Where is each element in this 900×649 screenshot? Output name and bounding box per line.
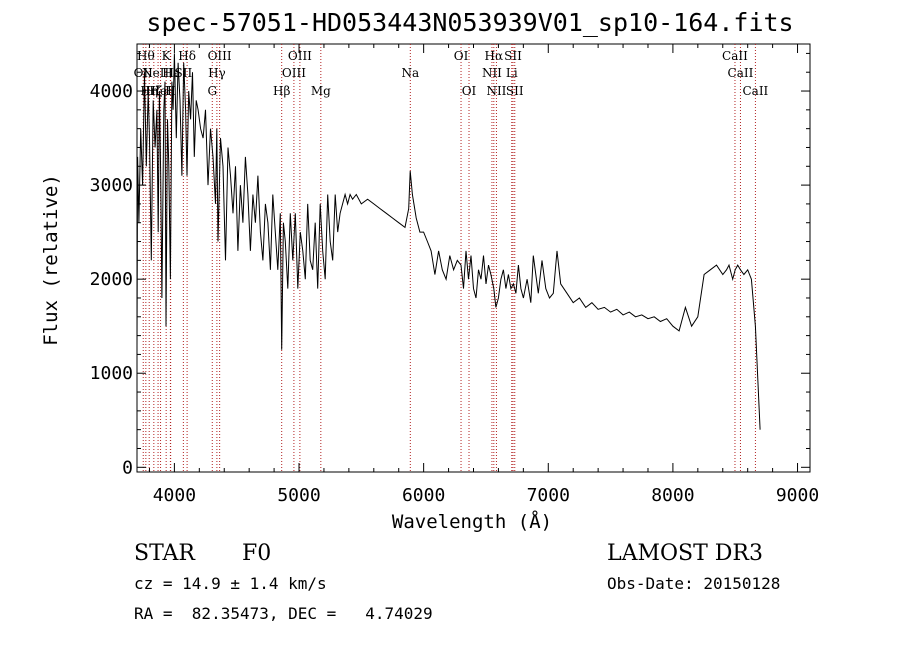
marker-label: OIII bbox=[288, 49, 312, 63]
x-tick-label: 5000 bbox=[277, 485, 320, 506]
marker-label: Hζ bbox=[145, 84, 162, 98]
marker-label: OI bbox=[462, 84, 477, 98]
marker-label: NeIII bbox=[142, 66, 174, 80]
marker-label: Mg bbox=[311, 84, 331, 98]
x-tick-label: 9000 bbox=[776, 485, 819, 506]
axis-tick-labels: 4000 5000 6000 7000 8000 9000 0 1000 2000 3000 400… bbox=[90, 81, 820, 506]
x-tick-label: 7000 bbox=[527, 485, 570, 506]
marker-label: G bbox=[207, 84, 217, 98]
marker-label: NII bbox=[482, 66, 502, 80]
x-tick-label: 8000 bbox=[651, 485, 694, 506]
x-tick-label: 6000 bbox=[402, 485, 445, 506]
marker-label: CaII bbox=[728, 66, 754, 80]
y-tick-label: 0 bbox=[122, 457, 133, 478]
marker-label: CaII bbox=[742, 84, 768, 98]
marker-label: K bbox=[162, 49, 172, 63]
marker-label: Na bbox=[401, 66, 419, 80]
marker-label: Hβ bbox=[273, 84, 290, 98]
plot-frame bbox=[136, 43, 811, 473]
marker-label: OIII bbox=[208, 49, 232, 63]
axis-ticks bbox=[137, 44, 810, 472]
obs-date: Obs-Date: 20150128 bbox=[607, 574, 780, 593]
marker-label: OI bbox=[454, 49, 469, 63]
marker-label: SII bbox=[504, 49, 522, 63]
y-axis-label: Flux (relative) bbox=[40, 174, 62, 346]
coordinates: RA = 82.35473, DEC = 4.74029 bbox=[134, 604, 433, 623]
spectrum-line bbox=[136, 53, 761, 430]
survey-name: LAMOST DR3 bbox=[607, 541, 763, 566]
subclass: F0 bbox=[242, 541, 271, 566]
marker-label: Hθ bbox=[137, 49, 155, 63]
marker-label: Hγ bbox=[208, 66, 226, 80]
marker-label: H bbox=[165, 84, 175, 98]
marker-label: Hα bbox=[485, 49, 504, 63]
chart-title: spec-57051-HD053443N053939V01_sp10-164.f… bbox=[146, 8, 793, 37]
y-tick-label: 4000 bbox=[90, 81, 133, 102]
marker-label: CaII bbox=[722, 49, 748, 63]
line-marker-labels: OIIHθHηHζNeIIIHeIKHHεSIIHδGHγOIIIHβOIIIO… bbox=[134, 49, 769, 98]
object-class: STAR bbox=[134, 541, 196, 566]
x-axis-label: Wavelength (Å) bbox=[392, 510, 552, 533]
marker-label: HeI bbox=[149, 84, 172, 98]
y-tick-label: 1000 bbox=[90, 363, 133, 384]
redshift-cz: cz = 14.9 ± 1.4 km/s bbox=[134, 574, 327, 593]
y-tick-label: 2000 bbox=[90, 269, 133, 290]
marker-label: NII bbox=[486, 84, 506, 98]
marker-label: SII bbox=[506, 84, 524, 98]
marker-label: OII bbox=[134, 66, 154, 80]
x-tick-label: 4000 bbox=[153, 485, 196, 506]
marker-label: Li bbox=[506, 66, 518, 80]
marker-label: OIII bbox=[282, 66, 306, 80]
y-tick-label: 3000 bbox=[90, 175, 133, 196]
marker-label: Hδ bbox=[178, 49, 196, 63]
